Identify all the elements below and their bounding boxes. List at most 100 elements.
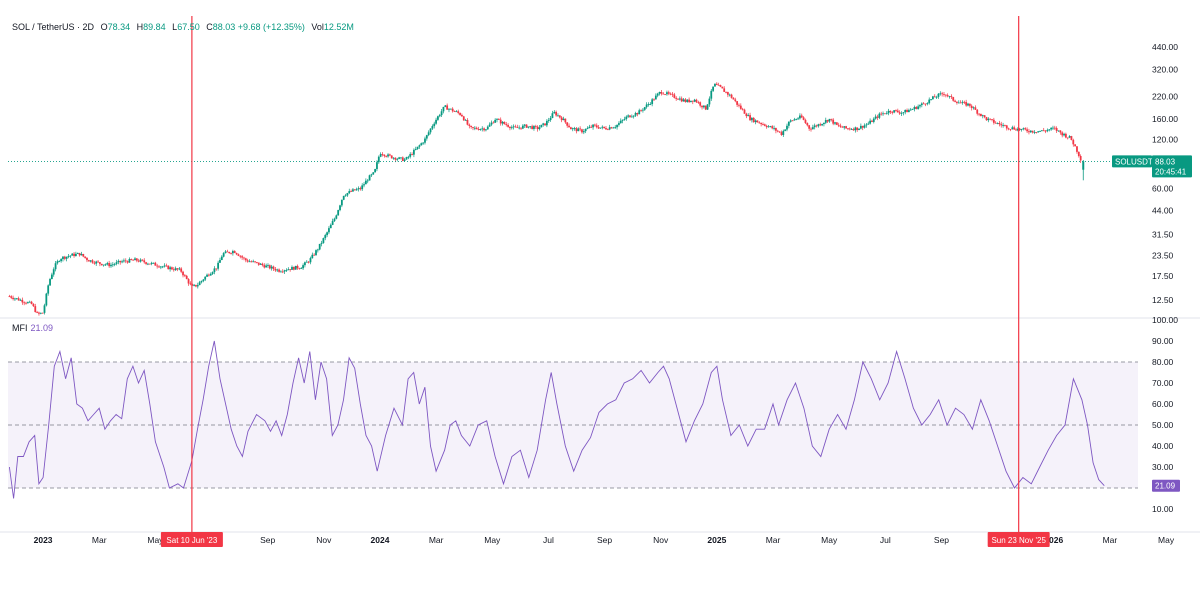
candle: [538, 125, 541, 131]
candle: [231, 249, 234, 256]
candle-body: [104, 264, 107, 266]
candle-body: [468, 124, 471, 126]
mfi-bands: [8, 361, 1138, 489]
candle-body: [353, 189, 356, 191]
candle: [167, 265, 170, 270]
candle-body: [736, 101, 739, 105]
candle: [23, 301, 26, 306]
candle-body: [630, 116, 633, 118]
candle: [861, 125, 864, 131]
candle: [540, 124, 543, 128]
candle-body: [379, 154, 382, 157]
candle-body: [872, 118, 875, 122]
candle: [904, 109, 907, 115]
candle-body: [867, 123, 870, 125]
candle-body: [791, 120, 794, 122]
candle-body: [769, 126, 772, 128]
candle: [930, 98, 932, 101]
candle-body: [226, 251, 229, 253]
candle-body: [169, 267, 171, 270]
candle-body: [490, 122, 493, 125]
candle-body: [883, 113, 886, 115]
candle: [475, 126, 478, 130]
candle: [93, 260, 96, 265]
candle: [446, 103, 449, 110]
candle-body: [745, 113, 748, 117]
candle-body: [52, 269, 55, 275]
candle-body: [412, 149, 415, 155]
candle: [501, 120, 504, 126]
candle-body: [320, 242, 323, 244]
candle-body: [859, 125, 862, 129]
candle-body: [1072, 139, 1075, 145]
candle: [715, 82, 718, 86]
candle-body: [616, 124, 618, 128]
candle-body: [618, 123, 620, 125]
candle: [638, 108, 641, 115]
candle: [300, 267, 303, 270]
candle-body: [499, 119, 502, 124]
candle: [542, 122, 545, 127]
candle: [684, 98, 687, 103]
vertical-marker-label-box: [160, 532, 223, 547]
candle: [257, 262, 260, 266]
candle-body: [599, 127, 602, 129]
candle: [629, 115, 631, 118]
candle-body: [377, 156, 380, 163]
candle-body: [73, 253, 75, 257]
candle-body: [154, 262, 157, 266]
candle: [169, 265, 171, 272]
mfi-legend[interactable]: MFI 21.09: [12, 323, 53, 333]
candle-body: [477, 128, 480, 130]
candle: [376, 160, 378, 172]
candle-body: [36, 312, 39, 313]
candle: [919, 104, 921, 109]
candle: [26, 301, 29, 304]
price-axis-tick: 160.00: [1152, 114, 1178, 124]
candle: [67, 254, 70, 259]
candle: [243, 256, 245, 261]
candle-body: [128, 258, 131, 263]
candle: [690, 100, 692, 103]
candle-body: [786, 125, 788, 130]
candle: [889, 110, 892, 115]
candle: [926, 102, 929, 106]
candle: [928, 97, 931, 105]
candle: [981, 114, 984, 119]
candle-body: [640, 110, 642, 112]
price-axis-tick: 320.00: [1152, 65, 1178, 75]
candle: [283, 269, 286, 274]
price-axis-tick: 220.00: [1152, 91, 1178, 101]
candle: [799, 113, 801, 120]
candle-body: [385, 156, 388, 157]
candle: [448, 108, 450, 113]
candle: [250, 260, 253, 263]
candle-body: [300, 268, 303, 270]
candle-body: [89, 260, 92, 262]
candle-body: [896, 110, 899, 113]
x-axis-tick: Mar: [1103, 535, 1118, 545]
symbol-name[interactable]: SOL / TetherUS · 2D: [12, 22, 95, 32]
candle-body: [163, 265, 166, 267]
candle-body: [1053, 127, 1056, 129]
candle: [1011, 125, 1014, 130]
candle-body: [139, 259, 142, 262]
candle: [451, 107, 454, 113]
candle-body: [592, 124, 594, 128]
candle: [773, 125, 775, 131]
candle-body: [954, 100, 956, 102]
candle: [39, 312, 42, 315]
candle: [230, 252, 232, 255]
candle: [1026, 127, 1029, 133]
candle-body: [455, 111, 458, 113]
candle: [457, 109, 460, 115]
candle: [1039, 130, 1041, 132]
candle-body: [217, 262, 220, 269]
candle-body: [579, 128, 582, 130]
candle-body: [368, 175, 371, 181]
candle-body: [141, 259, 144, 261]
candle: [193, 284, 196, 287]
candle: [590, 124, 593, 129]
